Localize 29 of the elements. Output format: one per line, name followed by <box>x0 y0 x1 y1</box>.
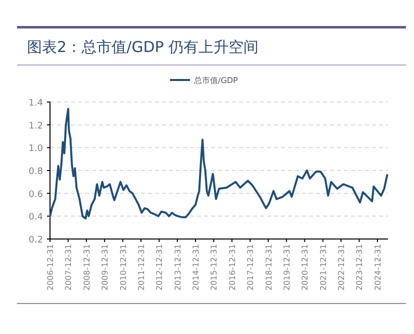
x-tick-label: 2023-12-31 <box>355 244 364 290</box>
x-tick-label: 2011-12-31 <box>136 244 146 290</box>
x-tick-label: 2024-12-31 <box>373 244 382 290</box>
x-tick-label: 2015-12-31 <box>210 244 219 290</box>
x-tick-label: 2017-12-31 <box>246 244 256 290</box>
x-tick-label: 2022-12-31 <box>337 244 346 290</box>
y-tick-label: 1.2 <box>28 121 43 132</box>
y-tick-label: 1.4 <box>28 98 44 108</box>
chart-title: 图表2：总市值/GDP 仍有上升空间 <box>27 38 259 56</box>
y-tick-label: 1.0 <box>28 144 44 154</box>
y-tick-label: 0.6 <box>28 190 44 200</box>
x-tick-label: 2014-12-31 <box>192 244 201 290</box>
x-tick-label: 2009-12-31 <box>100 244 110 290</box>
legend-label: 总市值/GDP <box>193 76 238 85</box>
y-tick-label: 0.2 <box>28 236 43 246</box>
x-tick-label: 2018-12-31 <box>264 244 274 290</box>
x-tick-label: 2012-12-31 <box>155 244 164 290</box>
y-tick-label: 0.4 <box>28 212 44 223</box>
line-series <box>49 108 388 220</box>
x-tick-label: 2006-12-31 <box>46 244 55 290</box>
x-tick-label: 2007-12-31 <box>64 244 74 290</box>
x-tick-label: 2020-12-31 <box>300 244 310 290</box>
y-tick-label: 0.8 <box>28 167 44 177</box>
x-tick-label: 2019-12-31 <box>282 244 292 290</box>
x-tick-label: 2008-12-31 <box>82 244 92 290</box>
x-tick-label: 2021-12-31 <box>318 244 328 290</box>
x-tick-label: 2013-12-31 <box>173 244 182 290</box>
x-tick-label: 2010-12-31 <box>118 244 128 290</box>
x-tick-label: 2016-12-31 <box>228 244 237 290</box>
